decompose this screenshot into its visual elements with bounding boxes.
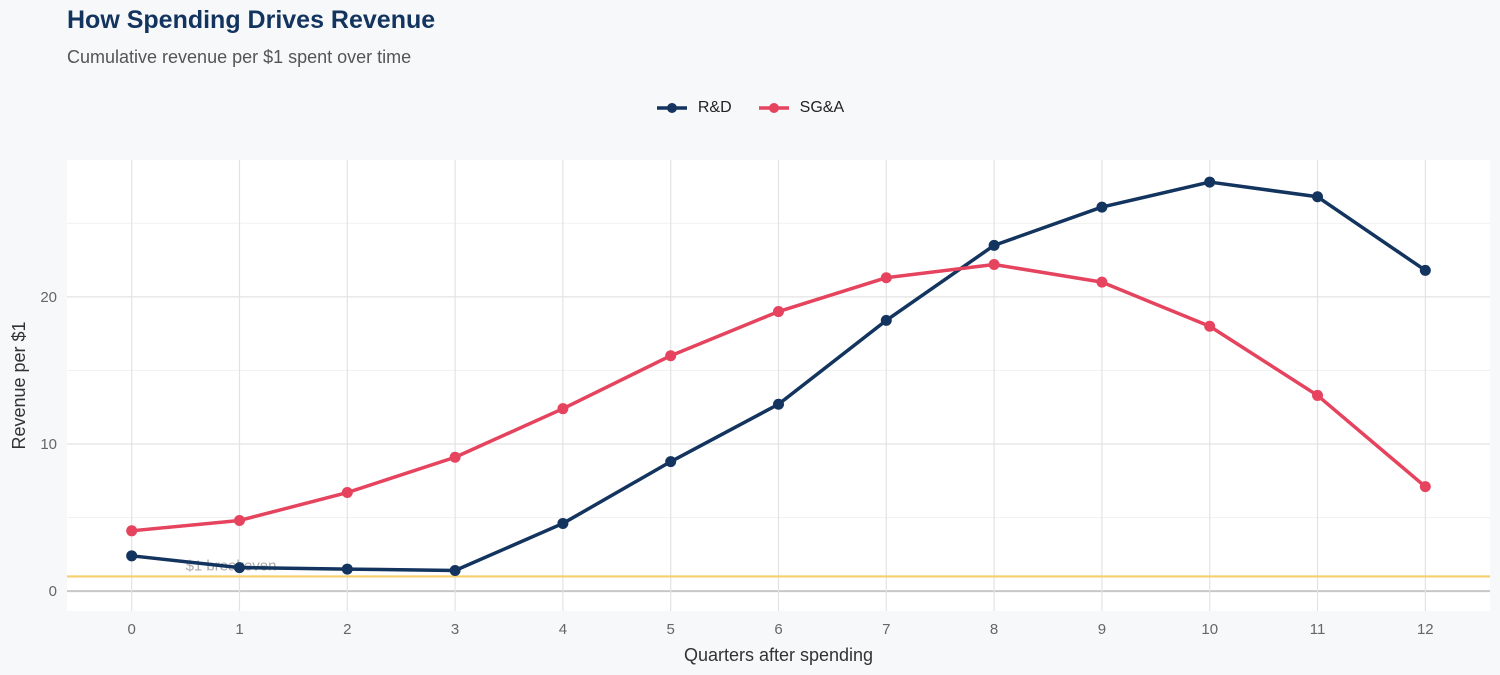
x-axis-label: Quarters after spending <box>684 645 873 665</box>
data-point-0 <box>449 565 461 577</box>
x-tick-label: 8 <box>990 621 998 638</box>
x-tick-label: 3 <box>451 621 459 638</box>
legend-label: R&D <box>697 99 732 116</box>
data-point-1 <box>126 525 138 537</box>
data-point-0 <box>233 562 245 574</box>
data-point-0 <box>880 314 892 326</box>
data-point-0 <box>341 563 353 575</box>
legend: R&D SG&A <box>0 99 1500 117</box>
series-line-1 <box>131 262 1427 533</box>
data-point-1 <box>1312 389 1324 401</box>
legend-swatch-rd <box>656 103 687 113</box>
x-tick-label: 10 <box>1201 621 1218 638</box>
y-tick-label: 0 <box>49 583 57 600</box>
x-tick-label: 12 <box>1417 621 1434 638</box>
data-point-1 <box>880 272 892 284</box>
legend-swatch-sga <box>758 103 789 113</box>
x-tick-label: 1 <box>235 621 243 638</box>
chart-subtitle: Cumulative revenue per $1 spent over tim… <box>67 47 412 67</box>
data-point-1 <box>449 451 461 463</box>
data-point-1 <box>233 515 245 527</box>
x-tick-label: 7 <box>882 621 890 638</box>
series-line-0 <box>131 180 1427 573</box>
y-tick-label: 20 <box>40 289 57 306</box>
data-point-0 <box>665 456 677 468</box>
data-point-1 <box>341 487 353 499</box>
legend-item-rd: R&D <box>656 99 732 117</box>
x-tick-label: 4 <box>559 621 567 638</box>
data-point-1 <box>557 403 569 415</box>
data-point-0 <box>557 517 569 529</box>
x-tick-label: 9 <box>1098 621 1106 638</box>
data-point-0 <box>773 398 784 410</box>
legend-label: SG&A <box>799 99 845 116</box>
chart-title: How Spending Drives Revenue <box>67 6 436 34</box>
data-point-0 <box>1096 201 1108 213</box>
plot-area <box>67 160 1490 611</box>
data-point-0 <box>1419 264 1431 276</box>
x-tick-label: 2 <box>343 621 351 638</box>
x-tick-label: 11 <box>1310 621 1326 638</box>
legend-item-sga: SG&A <box>758 99 844 117</box>
x-tick-label: 5 <box>667 621 675 638</box>
data-point-0 <box>1204 176 1216 188</box>
data-point-1 <box>1096 276 1108 288</box>
y-tick-label: 10 <box>40 436 57 453</box>
data-point-0 <box>126 550 138 562</box>
data-point-0 <box>1312 191 1324 203</box>
x-tick-label: 6 <box>774 621 782 638</box>
x-tick-label: 0 <box>128 621 136 638</box>
data-point-1 <box>1419 481 1431 493</box>
data-point-1 <box>1204 320 1216 332</box>
data-point-1 <box>773 306 784 318</box>
y-axis-label: Revenue per $1 <box>9 321 29 449</box>
data-point-1 <box>665 350 677 362</box>
data-point-0 <box>988 239 1000 251</box>
data-point-1 <box>988 258 1000 270</box>
breakeven-label: $1 breakeven <box>186 557 277 574</box>
